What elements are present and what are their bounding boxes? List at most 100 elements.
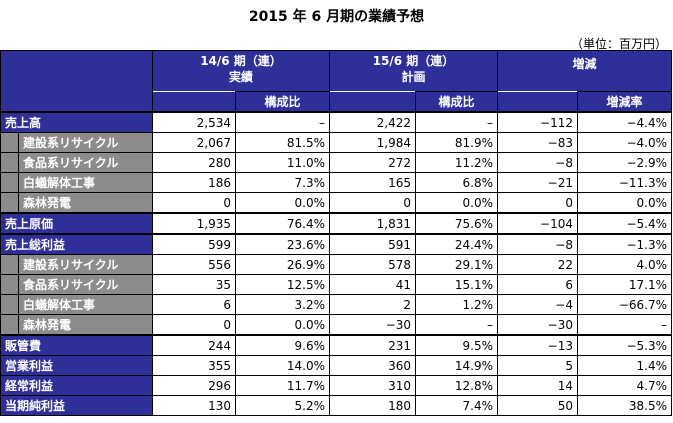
table-row: 白蟻解体工事 6 3.2% 2 1.2% −4 −66.7%: [0, 294, 673, 315]
fy14-ratio: 76.4%: [235, 212, 330, 235]
row-label: 売上原価: [0, 212, 153, 235]
row-label: 売上総利益: [0, 233, 153, 255]
change-rate: −1.3%: [576, 233, 673, 255]
header-fy15-blank: [329, 91, 416, 113]
change-value: −8: [497, 233, 578, 255]
header-change: 増減: [496, 50, 673, 92]
fy14-ratio: 11.7%: [235, 375, 330, 396]
fy15-ratio: 15.1%: [415, 274, 498, 295]
fy14-ratio: 3.2%: [235, 294, 330, 315]
change-value: −8: [497, 152, 578, 173]
row-indent: [0, 152, 19, 173]
change-rate: 17.1%: [576, 274, 673, 295]
table-row: 食品系リサイクル 35 12.5% 41 15.1% 6 17.1%: [0, 274, 673, 295]
fy14-value: 2,067: [152, 132, 236, 153]
fy15-value: 180: [329, 395, 416, 416]
row-indent: [0, 254, 19, 275]
table-row: 建設系リサイクル 556 26.9% 578 29.1% 22 4.0%: [0, 254, 673, 275]
change-value: −13: [497, 334, 578, 356]
change-value: −21: [497, 172, 578, 193]
page-title: 2015 年 6 月期の業績予想: [248, 9, 425, 25]
table-row: 森林発電 0 0.0% 0 0.0% 0 0.0%: [0, 192, 673, 214]
fy15-ratio: 7.4%: [415, 395, 498, 416]
fy14-value: 280: [152, 152, 236, 173]
fy14-ratio: 14.0%: [235, 355, 330, 376]
table-row: 売上原価 1,935 76.4% 1,831 75.6% −104 −5.4%: [0, 212, 673, 235]
fy14-ratio: 11.0%: [235, 152, 330, 173]
change-value: 14: [497, 375, 578, 396]
fy14-ratio: 12.5%: [235, 274, 330, 295]
table-row: 白蟻解体工事 186 7.3% 165 6.8% −21 −11.3%: [0, 172, 673, 193]
fy15-value: 2: [329, 294, 416, 315]
table-row: 売上高 2,534–2,422– −112 −4.4%: [0, 111, 673, 133]
fy15-ratio: 75.6%: [415, 212, 498, 235]
change-value: 0: [497, 192, 578, 214]
row-indent: [0, 192, 19, 214]
fy15-ratio: –: [415, 314, 498, 336]
header-fy14-period: 14/6 期（連）: [200, 54, 282, 68]
change-rate: 38.5%: [576, 395, 673, 416]
fy14-value: 6: [152, 294, 236, 315]
change-rate: −11.3%: [576, 172, 673, 193]
table-row: 当期純利益 130 5.2% 180 7.4% 50 38.5%: [0, 395, 673, 416]
fy14-value: 599: [152, 233, 236, 255]
row-label: 経常利益: [0, 375, 153, 396]
change-value: −83: [497, 132, 578, 153]
fy15-value: 1,831: [329, 212, 416, 235]
header-fy14-ratio: 構成比: [235, 91, 330, 113]
row-indent: [0, 172, 19, 193]
change-rate: 0.0%: [576, 192, 673, 214]
change-value: 22: [497, 254, 578, 275]
unit-note: （単位：百万円）: [570, 37, 667, 51]
fy15-value: 41: [329, 274, 416, 295]
row-label: 森林発電: [18, 314, 153, 336]
fy14-value: 2,534: [152, 111, 236, 133]
header-fy15-ratio: 構成比: [415, 91, 498, 113]
table-row: 食品系リサイクル 280 11.0% 272 11.2% −8 −2.9%: [0, 152, 673, 173]
change-rate: −4.0%: [576, 132, 673, 153]
fy15-value: 578: [329, 254, 416, 275]
fy14-ratio: 7.3%: [235, 172, 330, 193]
fy15-value: 591: [329, 233, 416, 255]
fy15-ratio: 29.1%: [415, 254, 498, 275]
fy15-ratio: 1.2%: [415, 294, 498, 315]
fy14-value: 296: [152, 375, 236, 396]
fy14-ratio: 5.2%: [235, 395, 330, 416]
row-indent: [0, 314, 19, 336]
table-row: 森林発電 0 0.0% −30– −30–: [0, 314, 673, 336]
fy14-value: 244: [152, 334, 236, 356]
earnings-forecast-table: 14/6 期（連） 実績 15/6 期（連） 計画 増減 構成比 構成比 増減率…: [0, 50, 673, 416]
fy15-value: 310: [329, 375, 416, 396]
row-label: 販管費: [0, 334, 153, 356]
fy15-value: 360: [329, 355, 416, 376]
row-indent: [0, 274, 19, 295]
fy15-ratio: 14.9%: [415, 355, 498, 376]
fy14-ratio: 0.0%: [235, 192, 330, 214]
fy15-value: 0: [329, 192, 416, 214]
fy14-ratio: 23.6%: [235, 233, 330, 255]
change-value: −30: [497, 314, 578, 336]
row-indent: [0, 132, 19, 153]
fy15-ratio: 6.8%: [415, 172, 498, 193]
table-row: 販管費 244 9.6% 231 9.5% −13 −5.3%: [0, 334, 673, 356]
fy15-ratio: 0.0%: [415, 192, 498, 214]
row-label: 当期純利益: [0, 395, 153, 416]
header-corner: [0, 50, 153, 113]
change-rate: 4.7%: [576, 375, 673, 396]
change-value: −112: [497, 111, 578, 133]
fy15-value: 2,422: [329, 111, 416, 133]
row-label: 白蟻解体工事: [18, 172, 153, 193]
change-value: 5: [497, 355, 578, 376]
table-row: 経常利益 296 11.7% 310 12.8% 14 4.7%: [0, 375, 673, 396]
fy14-ratio: 9.6%: [235, 334, 330, 356]
fy15-ratio: 11.2%: [415, 152, 498, 173]
change-rate: −5.4%: [576, 212, 673, 235]
fy14-value: 556: [152, 254, 236, 275]
fy14-ratio: 0.0%: [235, 314, 330, 336]
fy14-value: 355: [152, 355, 236, 376]
table-row: 売上総利益 599 23.6% 591 24.4% −8 −1.3%: [0, 233, 673, 255]
change-value: −104: [497, 212, 578, 235]
fy14-value: 1,935: [152, 212, 236, 235]
header-change-blank: [497, 91, 578, 113]
header-fy14-blank: [152, 91, 236, 113]
